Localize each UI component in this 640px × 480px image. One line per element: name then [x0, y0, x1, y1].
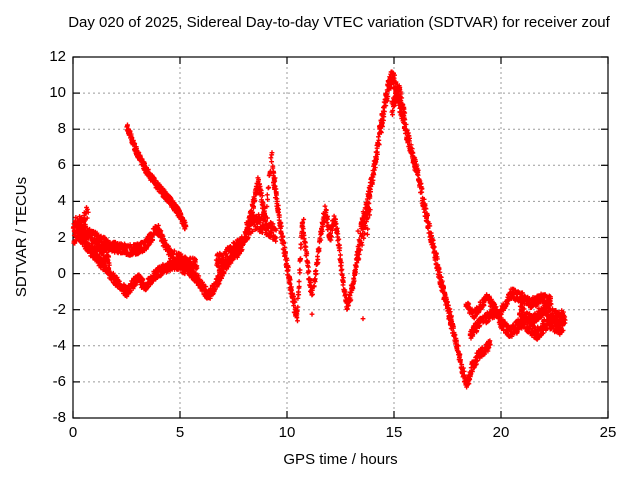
y-tick-label: -2: [52, 300, 66, 318]
x-tick-label: 20: [492, 424, 510, 441]
y-tick-label: -4: [52, 336, 66, 354]
y-tick-label: 8: [57, 120, 66, 138]
x-axis-label: GPS time / hours: [283, 451, 398, 468]
y-tick-label: 2: [57, 228, 66, 246]
y-tick-label: -8: [52, 409, 66, 426]
y-tick-label: 0: [57, 264, 66, 282]
x-tick-label: 5: [175, 424, 185, 441]
y-tick-label: 4: [57, 192, 66, 210]
x-tick-label: 25: [599, 424, 617, 441]
chart-title: Day 020 of 2025, Sidereal Day-to-day VTE…: [68, 14, 610, 31]
y-tick-label: 10: [49, 84, 66, 102]
y-tick-label: 6: [57, 156, 66, 174]
scatter-series: [70, 69, 568, 390]
x-tick-label: 15: [385, 424, 403, 441]
x-tick-label: 10: [278, 424, 296, 441]
y-tick-label: -6: [52, 372, 66, 390]
x-tick-label: 0: [68, 424, 78, 441]
y-tick-label: 12: [49, 48, 66, 65]
